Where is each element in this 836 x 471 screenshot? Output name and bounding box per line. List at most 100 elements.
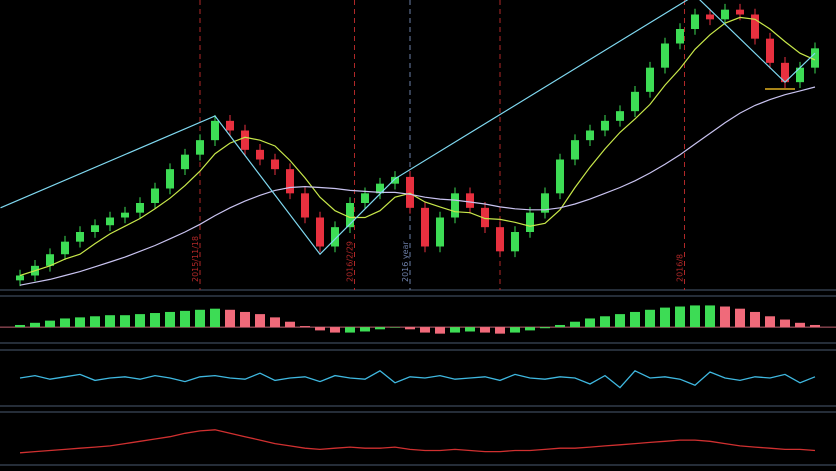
candle-body (691, 14, 699, 29)
macd-bar (150, 313, 160, 328)
macd-bar (675, 306, 685, 328)
macd-bar (270, 317, 280, 328)
macd-bar (15, 324, 25, 328)
macd-bar (135, 314, 145, 328)
macd-bar (750, 311, 760, 328)
candle-body (226, 120, 234, 131)
macd-bar (90, 316, 100, 328)
macd-bar (360, 327, 370, 332)
candle-body (181, 154, 189, 170)
macd-bar (570, 321, 580, 328)
candle-body (91, 225, 99, 232)
macd-bar (180, 310, 190, 328)
candle-body (706, 14, 714, 20)
macd-bar (705, 305, 715, 328)
date-label: 2016 year (401, 241, 410, 282)
macd-bar (345, 327, 355, 333)
macd-bar (720, 306, 730, 328)
candle-body (121, 212, 129, 218)
candle-body (421, 207, 429, 247)
candle-body (511, 232, 519, 252)
candle-body (586, 130, 594, 141)
macd-bar (45, 320, 55, 328)
candle-body (451, 193, 459, 218)
candle-body (391, 176, 399, 184)
candle-body (166, 169, 174, 189)
macd-bar (660, 307, 670, 328)
macd-bar (690, 305, 700, 328)
macd-bar (480, 327, 490, 333)
candle-body (721, 9, 729, 20)
macd-bar (240, 311, 250, 328)
candle-body (46, 254, 54, 266)
macd-bar (75, 317, 85, 328)
candle-body (376, 183, 384, 194)
macd-bar (60, 318, 70, 328)
candle-body (436, 217, 444, 247)
candle-body (211, 120, 219, 141)
macd-bar (795, 322, 805, 328)
macd-bar (375, 327, 385, 330)
macd-bar (765, 316, 775, 328)
candle-body (541, 193, 549, 213)
macd-bar (300, 326, 310, 328)
candle-body (766, 38, 774, 63)
price-panel: 2015/11/18 2016/2/29 2016 year 2016/8 (0, 0, 819, 290)
candle-body (556, 159, 564, 194)
macd-bar (555, 324, 565, 328)
macd-bar (780, 319, 790, 328)
candle-body (346, 203, 354, 228)
macd-bar (315, 327, 325, 331)
candle-body (601, 120, 609, 131)
macd-bar (225, 309, 235, 328)
candle-body (151, 188, 159, 203)
macd-bar (810, 324, 820, 328)
macd-bar (210, 308, 220, 328)
candle-body (496, 227, 504, 252)
candle-body (676, 29, 684, 44)
candle-body (361, 193, 369, 203)
candle-body (481, 207, 489, 228)
indicator-line (19, 429, 816, 454)
macd-bar (435, 327, 445, 334)
indicator-line (19, 370, 816, 389)
macd-bar (165, 311, 175, 328)
date-label: 2016/8 (676, 254, 685, 282)
candle-body (661, 43, 669, 68)
candle-body (256, 149, 264, 160)
candle-body (271, 159, 279, 170)
candle-body (646, 67, 654, 92)
macd-bar (540, 327, 550, 329)
macd-bar (105, 315, 115, 328)
macd-bar (585, 318, 595, 328)
candle-body (631, 91, 639, 112)
macd-bar (510, 327, 520, 333)
candle-body (751, 14, 759, 39)
candle-body (241, 130, 249, 150)
macd-bar (645, 309, 655, 328)
candle-body (811, 48, 819, 68)
macd-bar (255, 314, 265, 328)
candle-body (616, 111, 624, 121)
macd-bar (405, 327, 415, 330)
candle-body (76, 232, 84, 242)
candle-body (61, 241, 69, 255)
candle-body (736, 9, 744, 15)
macd-bar (330, 327, 340, 333)
macd-bar (30, 322, 40, 328)
macd-bar (525, 327, 535, 331)
candle-body (106, 217, 114, 226)
moving-average (19, 86, 816, 286)
macd-bar (285, 321, 295, 328)
candle-body (136, 203, 144, 213)
macd-bar (195, 309, 205, 328)
macd-bar (615, 314, 625, 328)
macd-bar (735, 308, 745, 328)
macd-bar (630, 311, 640, 328)
date-label: 2015/11/18 (191, 236, 200, 282)
candle-body (316, 217, 324, 247)
candle-body (781, 62, 789, 83)
macd-bar (600, 316, 610, 328)
trend-line (0, 0, 816, 256)
